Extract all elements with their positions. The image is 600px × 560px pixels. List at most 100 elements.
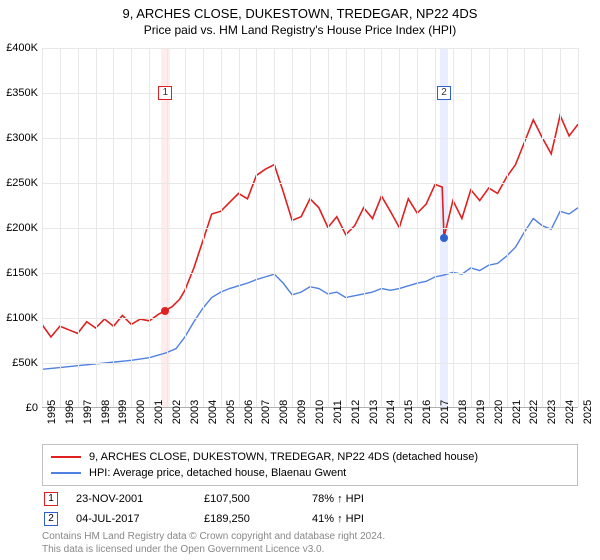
gridline-v — [78, 48, 79, 407]
x-axis-label: 2012 — [350, 400, 362, 424]
gridline-v — [453, 48, 454, 407]
gridline-v — [471, 48, 472, 407]
x-axis-label: 1996 — [64, 400, 76, 424]
footer-line: This data is licensed under the Open Gov… — [42, 543, 578, 556]
x-axis-label: 2015 — [403, 400, 415, 424]
gridline-v — [399, 48, 400, 407]
y-axis-label: £50K — [0, 357, 38, 369]
gridline-v — [131, 48, 132, 407]
x-axis-label: 2006 — [243, 400, 255, 424]
legend-label: 9, ARCHES CLOSE, DUKESTOWN, TREDEGAR, NP… — [89, 449, 478, 465]
gridline-v — [113, 48, 114, 407]
gridline-v — [542, 48, 543, 407]
x-axis-label: 2000 — [135, 400, 147, 424]
x-axis-label: 2020 — [493, 400, 505, 424]
plot-area: £0£50K£100K£150K£200K£250K£300K£350K£400… — [42, 48, 578, 408]
x-axis-label: 2001 — [153, 400, 165, 424]
chart-marker: 1 — [158, 86, 172, 100]
x-axis-label: 2007 — [260, 400, 272, 424]
x-axis-label: 2019 — [475, 400, 487, 424]
gridline-v — [364, 48, 365, 407]
y-axis-label: £200K — [0, 222, 38, 234]
gridline-v — [60, 48, 61, 407]
chart-marker: 2 — [437, 86, 451, 100]
gridline-v — [560, 48, 561, 407]
x-axis-label: 2018 — [457, 400, 469, 424]
legend: 9, ARCHES CLOSE, DUKESTOWN, TREDEGAR, NP… — [42, 444, 578, 486]
sale-marker-icon: 2 — [44, 512, 58, 526]
x-axis-label: 2003 — [189, 400, 201, 424]
title-block: 9, ARCHES CLOSE, DUKESTOWN, TREDEGAR, NP… — [0, 0, 600, 37]
gridline-v — [507, 48, 508, 407]
x-axis-label: 1995 — [46, 400, 58, 424]
gridline-v — [42, 48, 43, 407]
gridline-v — [578, 48, 579, 407]
sale-hpi: 78% ↑ HPI — [312, 493, 364, 505]
chart-title: 9, ARCHES CLOSE, DUKESTOWN, TREDEGAR, NP… — [0, 6, 600, 21]
chart-container: 9, ARCHES CLOSE, DUKESTOWN, TREDEGAR, NP… — [0, 0, 600, 560]
gridline-v — [96, 48, 97, 407]
x-axis-label: 2014 — [385, 400, 397, 424]
gridline-v — [256, 48, 257, 407]
gridline-v — [149, 48, 150, 407]
y-axis-label: £300K — [0, 132, 38, 144]
legend-item: 9, ARCHES CLOSE, DUKESTOWN, TREDEGAR, NP… — [51, 449, 569, 465]
x-axis-label: 2009 — [296, 400, 308, 424]
gridline-v — [524, 48, 525, 407]
y-axis-label: £400K — [0, 42, 38, 54]
y-axis-label: £100K — [0, 312, 38, 324]
legend-item: HPI: Average price, detached house, Blae… — [51, 465, 569, 481]
y-axis-label: £350K — [0, 87, 38, 99]
x-axis-label: 2025 — [582, 400, 594, 424]
sale-price: £107,500 — [204, 493, 294, 505]
gridline-v — [489, 48, 490, 407]
gridline-v — [346, 48, 347, 407]
y-axis-label: £150K — [0, 267, 38, 279]
gridline-v — [381, 48, 382, 407]
gridline-v — [292, 48, 293, 407]
x-axis-label: 1997 — [82, 400, 94, 424]
x-axis-label: 2002 — [171, 400, 183, 424]
gridline-v — [239, 48, 240, 407]
x-axis-label: 2022 — [528, 400, 540, 424]
gridline-v — [167, 48, 168, 407]
sale-date: 04-JUL-2017 — [76, 513, 186, 525]
x-axis-label: 2008 — [278, 400, 290, 424]
gridline-v — [221, 48, 222, 407]
gridline-v — [417, 48, 418, 407]
x-axis-label: 2011 — [332, 400, 344, 424]
gridline-v — [328, 48, 329, 407]
x-axis-label: 2004 — [207, 400, 219, 424]
gridline-v — [203, 48, 204, 407]
x-axis-label: 1999 — [117, 400, 129, 424]
sale-row: 2 04-JUL-2017 £189,250 41% ↑ HPI — [42, 508, 578, 528]
gridline-v — [185, 48, 186, 407]
chart-subtitle: Price paid vs. HM Land Registry's House … — [0, 23, 600, 37]
x-axis-label: 2017 — [439, 400, 451, 424]
footer-line: Contains HM Land Registry data © Crown c… — [42, 530, 578, 543]
x-axis-label: 2021 — [511, 400, 523, 424]
sale-price: £189,250 — [204, 513, 294, 525]
gridline-v — [274, 48, 275, 407]
y-axis-label: £0 — [0, 402, 38, 414]
sale-marker-icon: 1 — [44, 492, 58, 506]
footer-attribution: Contains HM Land Registry data © Crown c… — [42, 530, 578, 556]
x-axis-label: 2010 — [314, 400, 326, 424]
y-axis-label: £250K — [0, 177, 38, 189]
sale-hpi: 41% ↑ HPI — [312, 513, 364, 525]
sale-dot — [440, 234, 448, 242]
x-axis-label: 1998 — [100, 400, 112, 424]
gridline-v — [435, 48, 436, 407]
x-axis-label: 2023 — [546, 400, 558, 424]
sale-date: 23-NOV-2001 — [76, 493, 186, 505]
x-axis-label: 2005 — [225, 400, 237, 424]
sale-rows: 1 23-NOV-2001 £107,500 78% ↑ HPI 2 04-JU… — [42, 488, 578, 528]
x-axis-label: 2024 — [564, 400, 576, 424]
x-axis-label: 2016 — [421, 400, 433, 424]
sale-row: 1 23-NOV-2001 £107,500 78% ↑ HPI — [42, 488, 578, 508]
legend-swatch — [51, 472, 81, 474]
sale-dot — [161, 307, 169, 315]
x-axis-label: 2013 — [368, 400, 380, 424]
legend-swatch — [51, 456, 81, 458]
legend-label: HPI: Average price, detached house, Blae… — [89, 465, 346, 481]
